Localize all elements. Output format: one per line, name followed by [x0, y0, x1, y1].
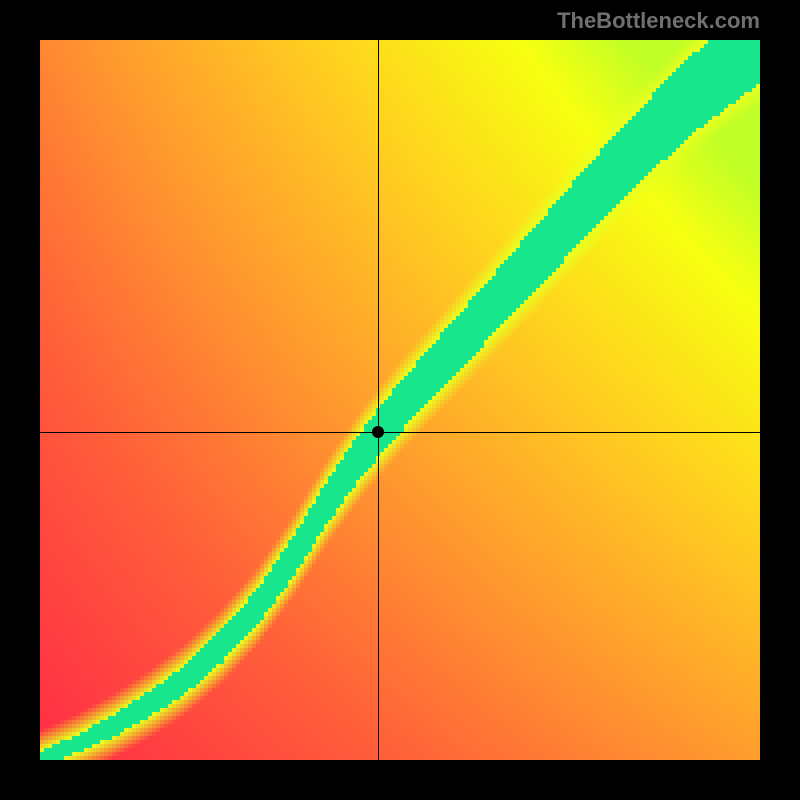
- crosshair-horizontal: [40, 432, 760, 433]
- heatmap-canvas: [40, 40, 760, 760]
- watermark-text: TheBottleneck.com: [557, 8, 760, 34]
- figure-root: TheBottleneck.com: [0, 0, 800, 800]
- crosshair-marker: [372, 426, 384, 438]
- heatmap-plot-area: [40, 40, 760, 760]
- crosshair-vertical: [378, 40, 379, 760]
